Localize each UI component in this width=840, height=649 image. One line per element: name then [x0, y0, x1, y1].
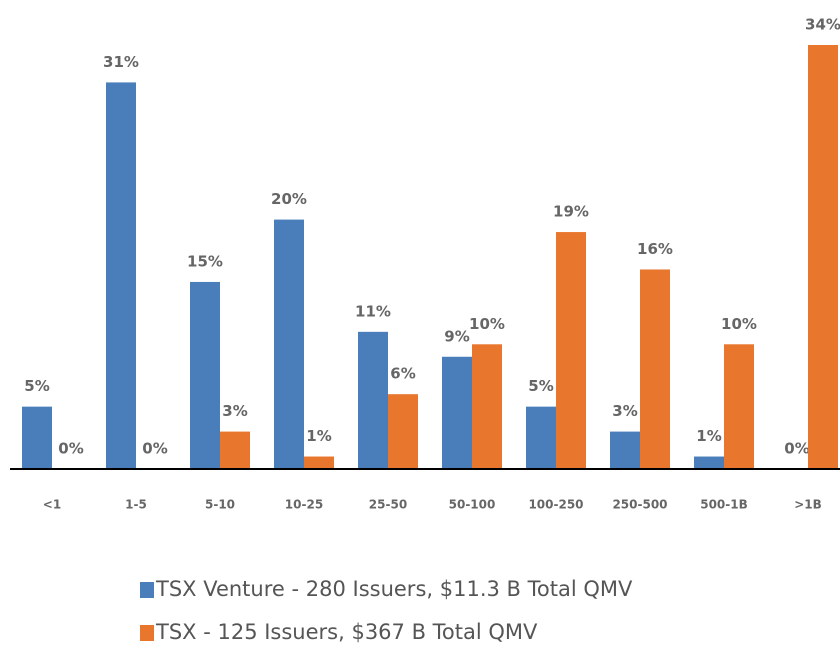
value-label: 1% [306, 427, 331, 445]
legend-label: TSX Venture - 280 Issuers, $11.3 B Total… [155, 577, 633, 601]
value-label: 10% [721, 315, 757, 333]
value-label: 0% [58, 440, 83, 458]
bar [526, 406, 556, 469]
bar [694, 456, 724, 469]
bar [220, 431, 250, 469]
bar [190, 281, 220, 469]
value-label: 6% [390, 365, 415, 383]
value-label: 19% [553, 203, 589, 221]
bar [388, 394, 418, 469]
x-tick-label: >1B [794, 498, 822, 512]
value-label: 0% [784, 440, 809, 458]
x-tick-label: 50-100 [449, 498, 496, 512]
x-tick-label: <1 [43, 498, 61, 512]
bar [274, 219, 304, 469]
value-label: 1% [696, 427, 721, 445]
bar [106, 82, 136, 469]
bar [640, 269, 670, 469]
value-label: 11% [355, 302, 391, 320]
bar [610, 431, 640, 469]
value-label: 15% [187, 252, 223, 270]
bar [22, 406, 52, 469]
bar [556, 232, 586, 469]
value-label: 31% [103, 53, 139, 71]
bar [304, 456, 334, 469]
x-tick-label: 25-50 [369, 498, 407, 512]
bar [472, 344, 502, 469]
x-tick-label: 1-5 [125, 498, 147, 512]
value-label: 5% [24, 377, 49, 395]
x-tick-label: 250-500 [612, 498, 667, 512]
value-label: 16% [637, 240, 673, 258]
bar [724, 344, 754, 469]
bar [442, 356, 472, 469]
value-label: 9% [444, 327, 469, 345]
value-label: 34% [805, 16, 840, 34]
value-label: 0% [142, 440, 167, 458]
x-tick-label: 10-25 [285, 498, 323, 512]
value-label: 20% [271, 190, 307, 208]
value-label: 5% [528, 377, 553, 395]
bar [358, 331, 388, 469]
legend-label: TSX - 125 Issuers, $367 B Total QMV [155, 620, 538, 644]
bar [808, 45, 838, 469]
x-tick-label: 100-250 [528, 498, 583, 512]
value-label: 3% [222, 402, 247, 420]
value-label: 3% [612, 402, 637, 420]
x-tick-label: 500-1B [700, 498, 748, 512]
legend-swatch [140, 625, 154, 641]
legend-swatch [140, 582, 154, 598]
value-label: 10% [469, 315, 505, 333]
x-tick-label: 5-10 [205, 498, 235, 512]
